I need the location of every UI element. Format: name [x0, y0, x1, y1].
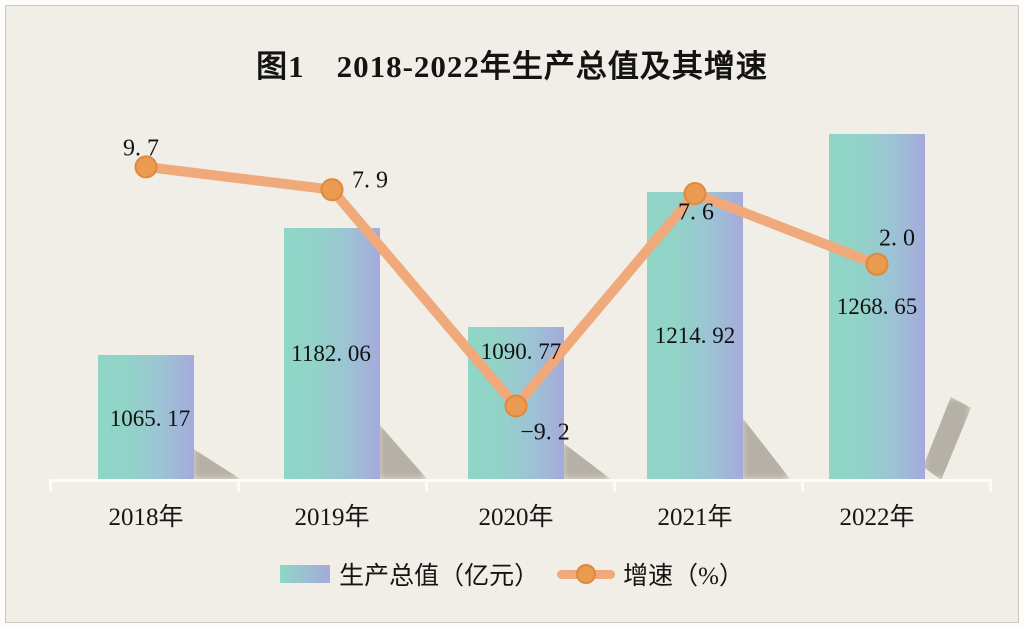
legend-line-swatch: [557, 564, 616, 584]
bar-value-label: 1182. 06: [291, 341, 371, 366]
legend-bar-swatch: [280, 565, 331, 583]
legend: 生产总值（亿元） 增速（%）: [0, 556, 1024, 592]
x-axis-label: 2022年: [839, 504, 915, 531]
bar-shadow: [562, 442, 610, 480]
bar-value-label: 1268. 65: [836, 294, 918, 319]
bar-shadow: [192, 448, 240, 480]
x-axis-line: [50, 479, 990, 482]
x-axis-tick: [613, 479, 616, 492]
x-axis-label: 2020年: [478, 504, 554, 531]
x-axis-tick: [237, 479, 240, 492]
growth-value-label: 7. 6: [678, 199, 714, 226]
bar-value-label: 1065. 17: [109, 406, 191, 431]
growth-value-label: 9. 7: [123, 135, 159, 162]
x-axis-tick: [49, 479, 52, 492]
x-axis-tick: [425, 479, 428, 492]
growth-value-label: −9. 2: [520, 419, 570, 446]
bar-value-label: 1214. 92: [654, 323, 736, 348]
legend-line-marker-icon: [576, 564, 597, 584]
bar-shadow: [741, 416, 789, 480]
x-axis-label: 2018年: [108, 504, 184, 531]
x-axis-label: 2021年: [657, 504, 733, 531]
chart-title: 图1 2018-2022年生产总值及其增速: [256, 49, 768, 84]
growth-value-label: 7. 9: [352, 167, 388, 194]
bar-shadow: [378, 423, 426, 480]
growth-value-label: 2. 0: [879, 225, 915, 252]
legend-bar-label: 生产总值（亿元）: [339, 563, 540, 590]
x-axis-label: 2019年: [294, 504, 370, 531]
growth-marker-icon: [320, 178, 344, 202]
x-axis-tick: [989, 479, 992, 492]
legend-line-label: 增速（%）: [623, 563, 744, 590]
bar-value-label: 1090. 77: [480, 339, 562, 364]
x-axis-tick: [801, 479, 804, 492]
bar-shadow: [923, 397, 971, 480]
